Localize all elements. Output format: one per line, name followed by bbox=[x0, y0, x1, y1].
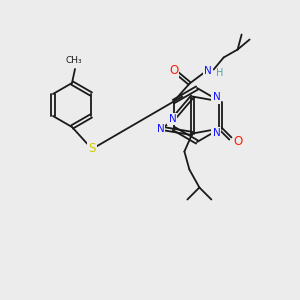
Text: N: N bbox=[212, 92, 220, 103]
Text: S: S bbox=[88, 142, 96, 155]
Text: CH₃: CH₃ bbox=[66, 56, 82, 65]
Text: H: H bbox=[216, 68, 223, 79]
Text: O: O bbox=[234, 135, 243, 148]
Text: N: N bbox=[204, 67, 212, 76]
Text: O: O bbox=[169, 64, 178, 77]
Text: N: N bbox=[169, 114, 176, 124]
Text: N: N bbox=[212, 128, 220, 139]
Text: N: N bbox=[157, 124, 164, 134]
